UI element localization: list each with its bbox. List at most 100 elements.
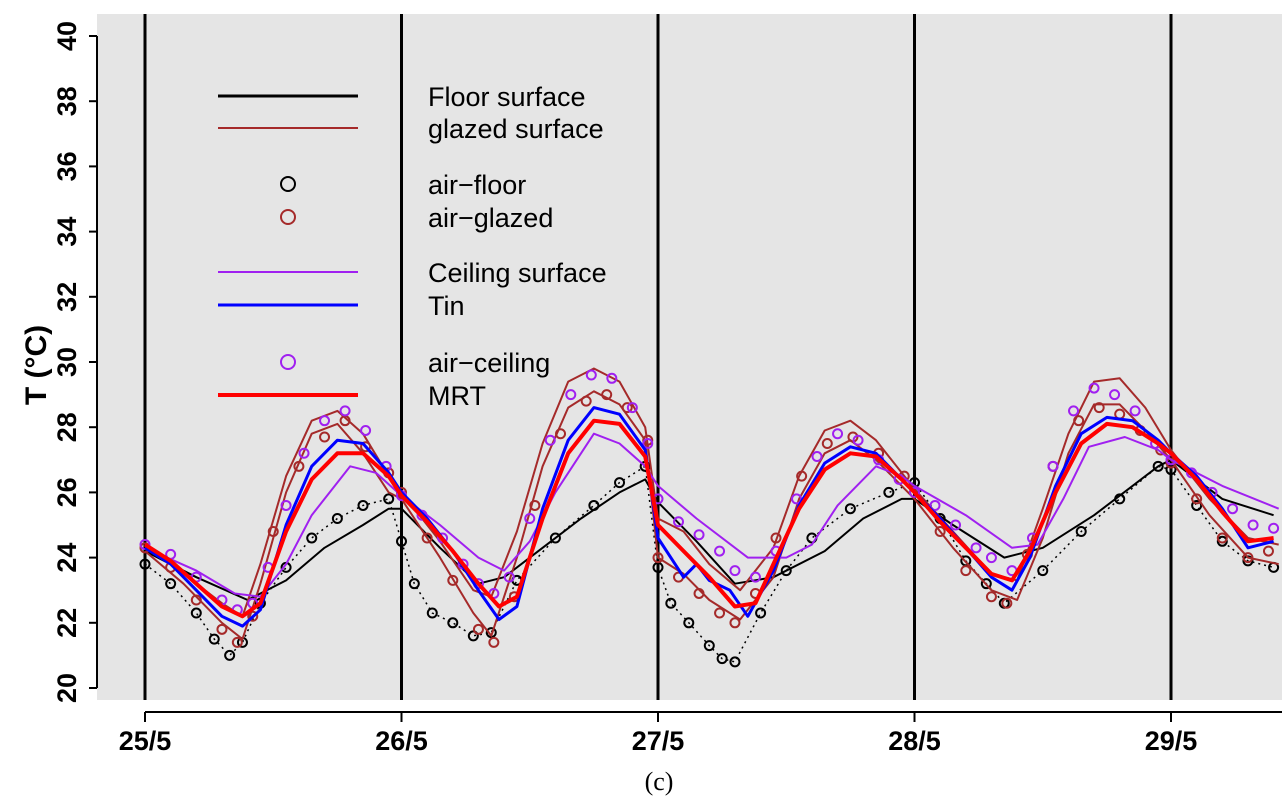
legend-swatch [280, 176, 296, 192]
data-point [588, 499, 600, 511]
data-point [1216, 535, 1228, 547]
data-point [544, 434, 556, 446]
data-point [1268, 522, 1280, 534]
legend-label: air−ceiling [428, 348, 550, 378]
data-point [780, 565, 792, 577]
data-point [339, 405, 351, 417]
data-point [224, 649, 236, 661]
data-point [1152, 460, 1164, 472]
y-axis: 20 22 24 26 28 30 32 34 36 38 40 [52, 21, 98, 703]
series-1 [139, 460, 1280, 668]
data-point [716, 653, 728, 665]
data-point [1093, 402, 1105, 414]
data-point [601, 389, 613, 401]
data-point [1186, 467, 1198, 479]
panel-label: (c) [645, 767, 674, 796]
data-point [729, 617, 741, 629]
data-point [626, 402, 638, 414]
data-point [693, 529, 705, 541]
data-point [216, 623, 228, 635]
data-point [796, 470, 808, 482]
data-point [565, 389, 577, 401]
y-tick-label: 40 [52, 21, 82, 51]
series-2 [144, 367, 1279, 618]
x-axis: 25/5 26/5 27/5 28/5 29/5 [119, 711, 1282, 756]
data-point [714, 607, 726, 619]
data-point [1262, 545, 1274, 557]
data-point [383, 493, 395, 505]
y-tick-label: 36 [52, 151, 82, 181]
data-point [703, 640, 715, 652]
data-point [980, 578, 992, 590]
data-point [503, 571, 515, 583]
data-point [280, 499, 292, 511]
data-point [652, 552, 664, 564]
data-point [437, 532, 449, 544]
data-point [729, 565, 741, 577]
data-point [447, 617, 459, 629]
legend-swatch [280, 354, 296, 370]
data-point [298, 447, 310, 459]
series-4 [139, 389, 1274, 648]
data-point [1242, 552, 1254, 564]
y-tick-label: 28 [52, 412, 82, 442]
data-point [529, 499, 541, 511]
data-point [909, 486, 920, 498]
data-point [165, 578, 177, 590]
y-tick-label: 20 [52, 673, 82, 703]
data-point [396, 535, 407, 547]
data-point [791, 493, 803, 505]
y-tick-label: 34 [52, 217, 82, 247]
data-point [883, 486, 895, 498]
y-tick-label: 30 [52, 347, 82, 377]
series-line [143, 418, 1274, 619]
legend-label: glazed surface [428, 114, 604, 144]
data-point [683, 617, 695, 629]
data-point [555, 428, 567, 440]
data-point [970, 542, 982, 554]
data-point [642, 438, 654, 449]
y-tick-label: 26 [52, 477, 82, 507]
x-tick-label: 28/5 [888, 726, 941, 756]
data-point [606, 372, 618, 384]
y-axis-label: T (°C) [20, 325, 53, 405]
day-dividers [143, 14, 1173, 700]
data-point [614, 477, 626, 489]
data-point [1191, 493, 1203, 505]
data-point [1001, 597, 1013, 609]
data-point [1114, 493, 1126, 505]
data-point [985, 591, 997, 603]
series-line [144, 367, 1279, 618]
data-point [852, 434, 864, 446]
data-point [190, 607, 202, 619]
y-tick-label: 32 [52, 282, 82, 312]
y-tick-label: 38 [52, 86, 82, 116]
data-point [190, 594, 202, 606]
data-point [642, 434, 654, 446]
data-point [821, 438, 833, 449]
data-point [447, 574, 459, 586]
series-line [144, 432, 1280, 598]
data-point [331, 512, 343, 524]
x-tick-label: 25/5 [119, 726, 172, 756]
data-point [472, 623, 484, 635]
data-point [1075, 526, 1087, 538]
data-point [580, 395, 592, 407]
data-point [485, 627, 497, 639]
data-point [416, 509, 428, 521]
data-point [1037, 565, 1049, 577]
data-point [1073, 415, 1085, 427]
series-0 [144, 458, 1274, 601]
data-point [729, 656, 741, 668]
data-point [357, 499, 369, 511]
legend-label: Tin [428, 291, 465, 321]
legend-label: Floor surface [428, 82, 586, 112]
data-point [770, 532, 782, 544]
series-5 [144, 432, 1280, 598]
y-tick-label: 24 [52, 543, 82, 573]
data-point [934, 526, 946, 538]
data-point [811, 451, 823, 463]
data-point [844, 503, 856, 515]
data-point [929, 499, 941, 511]
